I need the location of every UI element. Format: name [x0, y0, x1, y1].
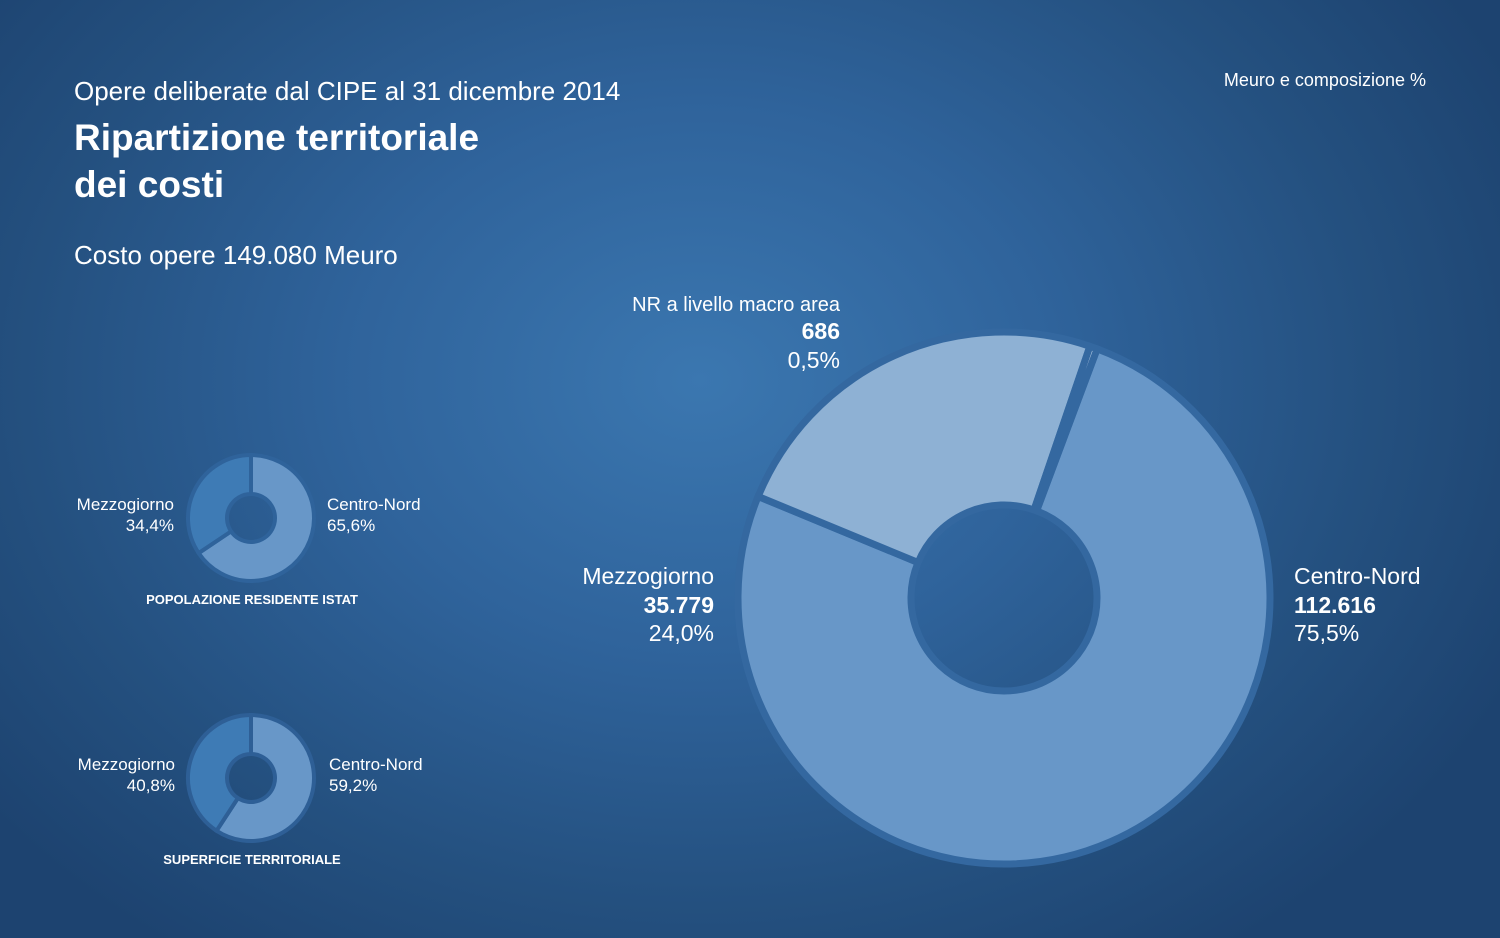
pop-slice-centro-nord	[195, 452, 316, 583]
label-nr-value: 686	[802, 318, 840, 344]
unit-label: Meuro e composizione %	[1223, 70, 1426, 90]
chart-title: Ripartizione territoriale dei costi	[74, 114, 634, 208]
sup-label-mezzogiorno-name: Mezzogiorno	[78, 755, 175, 774]
main-slice-centro-nord	[734, 344, 1274, 868]
pop-label-centro-nord-percent: 65,6%	[327, 516, 375, 535]
chart-title-line-1: Ripartizione territoriale	[74, 117, 480, 158]
main-donut-chart	[734, 328, 1274, 868]
population-donut-chart	[186, 452, 316, 583]
sup-slice-mezzogiorno	[186, 712, 253, 834]
main-slice-mezzogiorno	[753, 328, 1095, 568]
total-cost-label: Costo opere 149.080 Meuro	[74, 240, 398, 270]
sup-label-centro-nord-percent: 59,2%	[329, 776, 377, 795]
label-nr-name: NR a livello macro area	[632, 294, 841, 316]
pop-chart-caption: POPOLAZIONE RESIDENTE ISTAT	[146, 592, 358, 607]
surface-donut-chart	[186, 712, 316, 843]
pop-label-mezzogiorno-name: Mezzogiorno	[77, 495, 174, 514]
pop-slice-mezzogiorno	[186, 452, 253, 556]
pop-label-mezzogiorno-percent: 34,4%	[126, 516, 174, 535]
sup-label-mezzogiorno-percent: 40,8%	[127, 776, 175, 795]
main-slice-nr-a-livello-macro-area	[1029, 341, 1102, 516]
label-mezzogiorno-value: 35.779	[644, 592, 714, 618]
sup-chart-caption: SUPERFICIE TERRITORIALE	[163, 852, 341, 867]
label-centro-nord-percent: 75,5%	[1294, 620, 1359, 646]
label-mezzogiorno-percent: 24,0%	[649, 620, 714, 646]
label-mezzogiorno-name: Mezzogiorno	[582, 563, 714, 589]
sup-label-centro-nord-name: Centro-Nord	[329, 755, 423, 774]
label-centro-nord-value: 112.616	[1294, 592, 1376, 618]
chart-subtitle: Opere deliberate dal CIPE al 31 dicembre…	[74, 76, 621, 106]
sup-slice-centro-nord	[213, 712, 316, 843]
pop-label-centro-nord-name: Centro-Nord	[327, 495, 421, 514]
label-nr-percent: 0,5%	[788, 347, 840, 373]
label-centro-nord-name: Centro-Nord	[1294, 563, 1421, 589]
chart-title-line-2: dei costi	[74, 164, 225, 205]
